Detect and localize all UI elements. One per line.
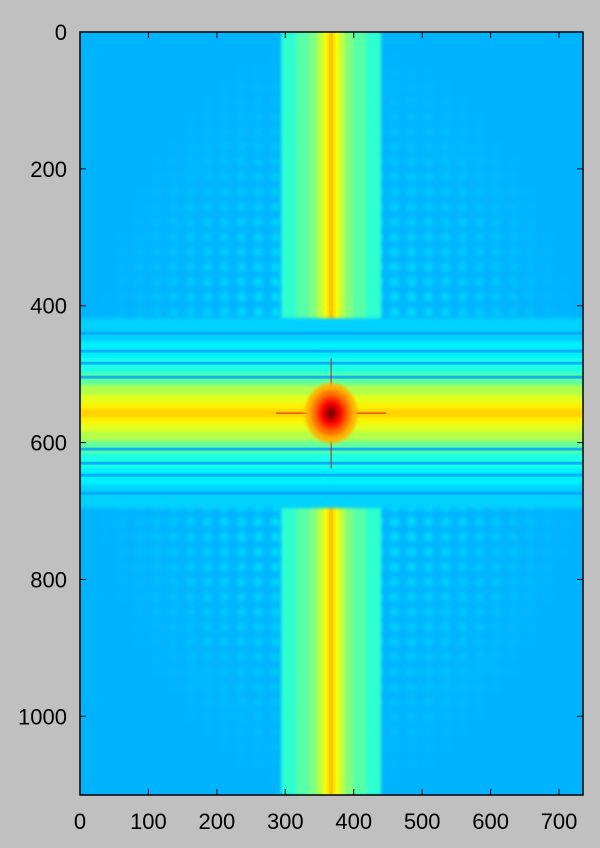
y-tick-label: 0 [55,20,67,45]
y-tick-label: 600 [30,431,67,456]
x-tick-label: 700 [541,809,578,834]
horizontal-band [80,318,583,509]
x-tick-label: 100 [130,809,167,834]
x-tick-label: 500 [404,809,441,834]
x-axis: 0 100 200 300 400 500 600 700 [74,32,578,834]
x-tick-label: 0 [74,809,86,834]
y-tick-label: 200 [30,157,67,182]
central-peak [276,358,387,469]
y-tick-label: 400 [30,294,67,319]
y-tick-label: 1000 [18,704,67,729]
x-tick-label: 300 [267,809,304,834]
plot-frame [79,31,584,796]
x-tick-label: 400 [335,809,372,834]
x-tick-label: 200 [199,809,236,834]
y-axis: 0 200 400 600 800 1000 [18,20,583,729]
heatmap-image [80,32,583,795]
y-tick-label: 800 [30,567,67,592]
x-tick-label: 600 [472,809,509,834]
